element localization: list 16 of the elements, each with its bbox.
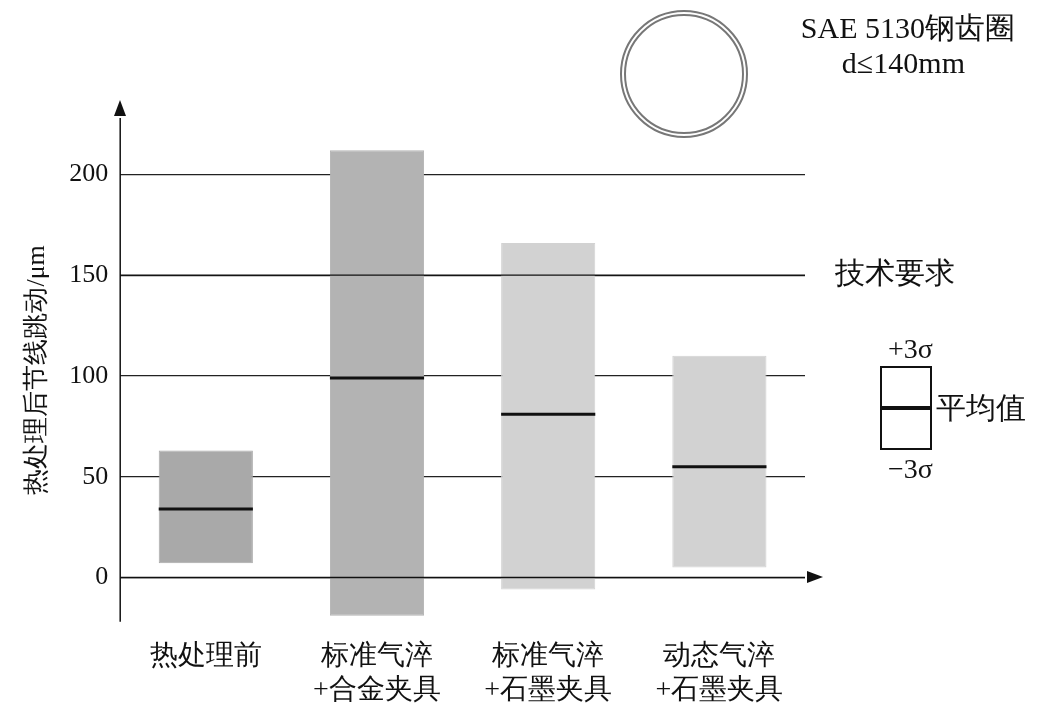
y-tick-label: 200 [69, 158, 109, 188]
x-tick-label: 动态气淬 +石墨夹具 [655, 638, 784, 704]
y-tick-label: 100 [69, 359, 109, 389]
text: +3σ [888, 333, 933, 365]
ref-line-label: 技术要求 [834, 256, 955, 290]
x-tick-label: 标准气淬 +石墨夹具 [484, 638, 613, 704]
text: d≤140mm [841, 46, 965, 80]
text: 平均值 [936, 390, 1026, 426]
y-tick-label: 150 [69, 259, 109, 289]
x-tick-label: 热处理前 [149, 638, 262, 670]
x-tick-label: 标准气淬 +合金夹具 [313, 638, 441, 704]
text: −3σ [888, 453, 933, 485]
text: SAE 5130钢齿圈 [800, 11, 1015, 44]
y-axis-title: 热处理后节线跳动/μm [21, 245, 51, 495]
y-tick-label: 0 [95, 561, 109, 591]
y-tick-label: 50 [82, 460, 109, 490]
